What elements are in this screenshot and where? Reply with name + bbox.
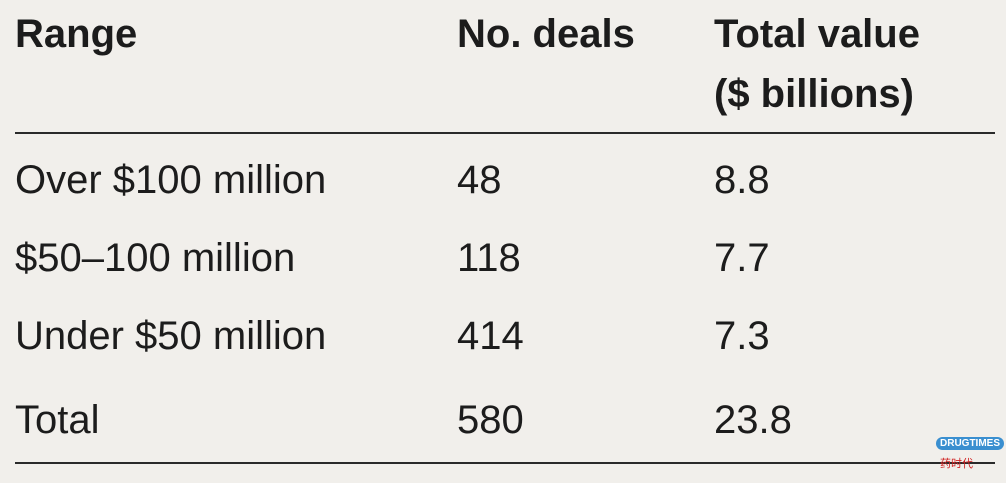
cell-value: 7.7 <box>714 236 770 280</box>
row-label: $50–100 million <box>15 236 296 280</box>
header-rule <box>15 132 995 134</box>
cell-value: 414 <box>457 314 524 358</box>
header-cell: No. deals <box>457 12 635 56</box>
cell-value: 8.8 <box>714 158 770 202</box>
row-label: Total <box>15 398 100 442</box>
bottom-rule <box>15 462 995 464</box>
watermark-name: 药时代 <box>940 458 973 470</box>
row-label: Under $50 million <box>15 314 327 358</box>
cell-value: 48 <box>457 158 502 202</box>
cell-value: 23.8 <box>714 398 792 442</box>
watermark-brand: DRUGTIMES <box>936 437 1004 450</box>
cell-value: 580 <box>457 398 524 442</box>
cell-value: 118 <box>457 236 521 280</box>
header-cell: Total value ($ billions) <box>714 12 920 116</box>
header-cell: Range <box>15 12 138 56</box>
row-label: Over $100 million <box>15 158 327 202</box>
cell-value: 7.3 <box>714 314 770 358</box>
